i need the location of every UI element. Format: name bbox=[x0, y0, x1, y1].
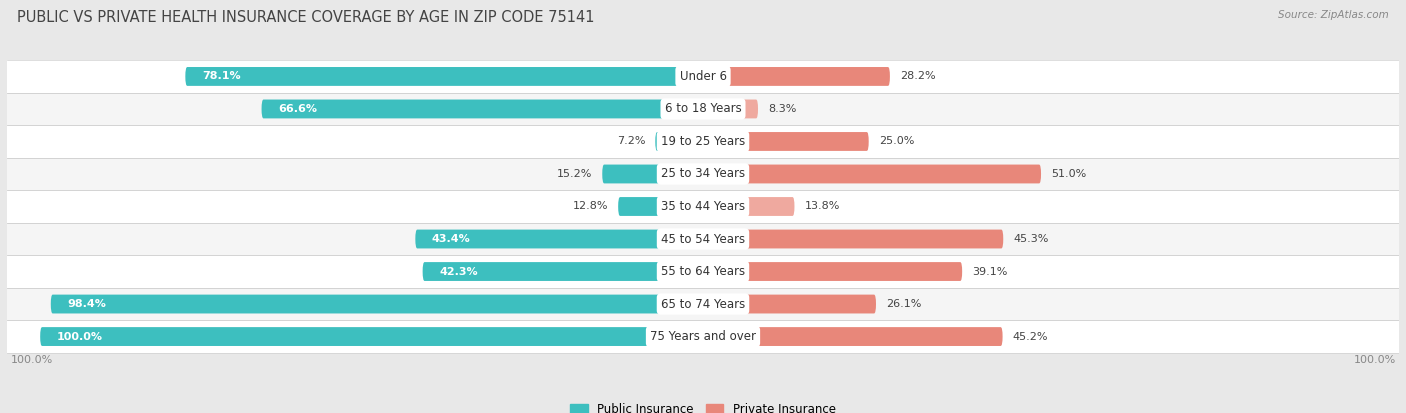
Text: 75 Years and over: 75 Years and over bbox=[650, 330, 756, 343]
Text: 13.8%: 13.8% bbox=[804, 202, 839, 211]
Text: 100.0%: 100.0% bbox=[1354, 355, 1396, 365]
FancyBboxPatch shape bbox=[423, 262, 703, 281]
FancyBboxPatch shape bbox=[262, 100, 703, 119]
Text: 25 to 34 Years: 25 to 34 Years bbox=[661, 168, 745, 180]
Text: 42.3%: 42.3% bbox=[439, 266, 478, 277]
Text: 78.1%: 78.1% bbox=[202, 71, 240, 81]
Text: 98.4%: 98.4% bbox=[67, 299, 107, 309]
FancyBboxPatch shape bbox=[703, 294, 876, 313]
Text: 6 to 18 Years: 6 to 18 Years bbox=[665, 102, 741, 116]
FancyBboxPatch shape bbox=[655, 132, 703, 151]
Text: Under 6: Under 6 bbox=[679, 70, 727, 83]
Text: 19 to 25 Years: 19 to 25 Years bbox=[661, 135, 745, 148]
Text: 45 to 54 Years: 45 to 54 Years bbox=[661, 233, 745, 245]
Text: 25.0%: 25.0% bbox=[879, 136, 914, 147]
Text: 100.0%: 100.0% bbox=[56, 332, 103, 342]
Text: 39.1%: 39.1% bbox=[972, 266, 1008, 277]
Text: PUBLIC VS PRIVATE HEALTH INSURANCE COVERAGE BY AGE IN ZIP CODE 75141: PUBLIC VS PRIVATE HEALTH INSURANCE COVER… bbox=[17, 10, 595, 25]
FancyBboxPatch shape bbox=[7, 93, 1399, 125]
FancyBboxPatch shape bbox=[703, 132, 869, 151]
FancyBboxPatch shape bbox=[7, 320, 1399, 353]
Text: 12.8%: 12.8% bbox=[572, 202, 609, 211]
FancyBboxPatch shape bbox=[703, 197, 794, 216]
Text: Source: ZipAtlas.com: Source: ZipAtlas.com bbox=[1278, 10, 1389, 20]
FancyBboxPatch shape bbox=[619, 197, 703, 216]
Text: 35 to 44 Years: 35 to 44 Years bbox=[661, 200, 745, 213]
Text: 65 to 74 Years: 65 to 74 Years bbox=[661, 297, 745, 311]
FancyBboxPatch shape bbox=[703, 230, 1004, 249]
FancyBboxPatch shape bbox=[41, 327, 703, 346]
FancyBboxPatch shape bbox=[703, 67, 890, 86]
FancyBboxPatch shape bbox=[7, 190, 1399, 223]
Text: 43.4%: 43.4% bbox=[432, 234, 471, 244]
FancyBboxPatch shape bbox=[7, 158, 1399, 190]
Text: 100.0%: 100.0% bbox=[10, 355, 52, 365]
Text: 26.1%: 26.1% bbox=[886, 299, 921, 309]
FancyBboxPatch shape bbox=[415, 230, 703, 249]
FancyBboxPatch shape bbox=[602, 164, 703, 183]
FancyBboxPatch shape bbox=[7, 125, 1399, 158]
FancyBboxPatch shape bbox=[703, 164, 1040, 183]
FancyBboxPatch shape bbox=[51, 294, 703, 313]
Legend: Public Insurance, Private Insurance: Public Insurance, Private Insurance bbox=[565, 398, 841, 413]
Text: 28.2%: 28.2% bbox=[900, 71, 935, 81]
FancyBboxPatch shape bbox=[7, 255, 1399, 288]
FancyBboxPatch shape bbox=[186, 67, 703, 86]
FancyBboxPatch shape bbox=[7, 288, 1399, 320]
Text: 15.2%: 15.2% bbox=[557, 169, 592, 179]
Text: 55 to 64 Years: 55 to 64 Years bbox=[661, 265, 745, 278]
FancyBboxPatch shape bbox=[7, 60, 1399, 93]
Text: 51.0%: 51.0% bbox=[1052, 169, 1087, 179]
Text: 8.3%: 8.3% bbox=[768, 104, 796, 114]
FancyBboxPatch shape bbox=[703, 327, 1002, 346]
Text: 7.2%: 7.2% bbox=[617, 136, 645, 147]
Text: 66.6%: 66.6% bbox=[278, 104, 318, 114]
FancyBboxPatch shape bbox=[703, 100, 758, 119]
Text: 45.2%: 45.2% bbox=[1012, 332, 1047, 342]
FancyBboxPatch shape bbox=[703, 262, 962, 281]
Text: 45.3%: 45.3% bbox=[1014, 234, 1049, 244]
FancyBboxPatch shape bbox=[7, 223, 1399, 255]
